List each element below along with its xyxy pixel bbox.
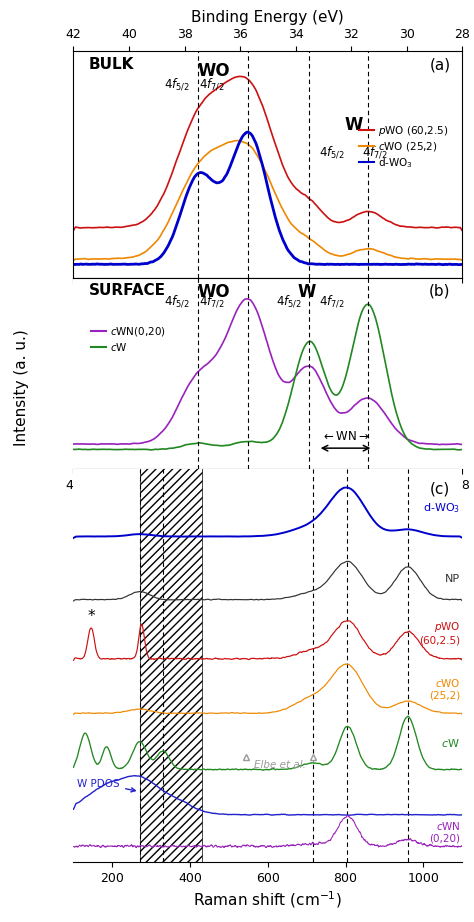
Text: d-WO$_3$: d-WO$_3$ [423,501,460,514]
Text: Elbe et al.: Elbe et al. [254,761,305,771]
Text: $4f_{5/2}$: $4f_{5/2}$ [276,293,302,309]
Text: $p$WO
(60,2.5): $p$WO (60,2.5) [419,620,460,645]
Text: SURFACE: SURFACE [89,283,166,299]
Text: *: * [87,609,95,624]
Text: $c$WN
(0,20): $c$WN (0,20) [429,820,460,844]
Text: $4f_{5/2}$: $4f_{5/2}$ [164,76,190,91]
Text: WO: WO [197,283,230,301]
Text: W: W [344,116,363,134]
Text: $4f_{5/2}$: $4f_{5/2}$ [319,144,345,160]
Legend: $p$WO (60,2.5), $c$WO (25,2), d-WO$_3$: $p$WO (60,2.5), $c$WO (25,2), d-WO$_3$ [355,120,453,173]
Text: BULK: BULK [89,57,135,72]
X-axis label: Raman shift (cm$^{-1}$): Raman shift (cm$^{-1}$) [193,889,342,910]
Text: (b): (b) [429,283,450,299]
Text: (a): (a) [429,57,450,73]
Text: $4f_{7/2}$: $4f_{7/2}$ [199,293,224,309]
Legend: $c$WN(0,20), $c$W: $c$WN(0,20), $c$W [86,321,171,357]
Text: $4f_{7/2}$: $4f_{7/2}$ [199,76,224,91]
Text: W: W [298,283,316,301]
Text: $c$WO
(25,2): $c$WO (25,2) [429,678,460,701]
Text: W PDOS: W PDOS [77,778,135,792]
Bar [139,460,202,875]
Text: WO: WO [197,62,230,80]
Text: NP: NP [445,574,460,585]
X-axis label: Binding Energy (eV): Binding Energy (eV) [191,10,344,26]
Text: Intensity (a. u.): Intensity (a. u.) [14,329,29,445]
Text: $4f_{5/2}$: $4f_{5/2}$ [164,293,190,309]
Text: $c$W: $c$W [441,738,460,750]
Text: $4f_{7/2}$: $4f_{7/2}$ [319,293,345,309]
Text: $4f_{7/2}$: $4f_{7/2}$ [362,144,388,160]
Text: $\leftarrow$WN$\rightarrow$: $\leftarrow$WN$\rightarrow$ [321,430,370,443]
Text: (c): (c) [430,481,450,496]
